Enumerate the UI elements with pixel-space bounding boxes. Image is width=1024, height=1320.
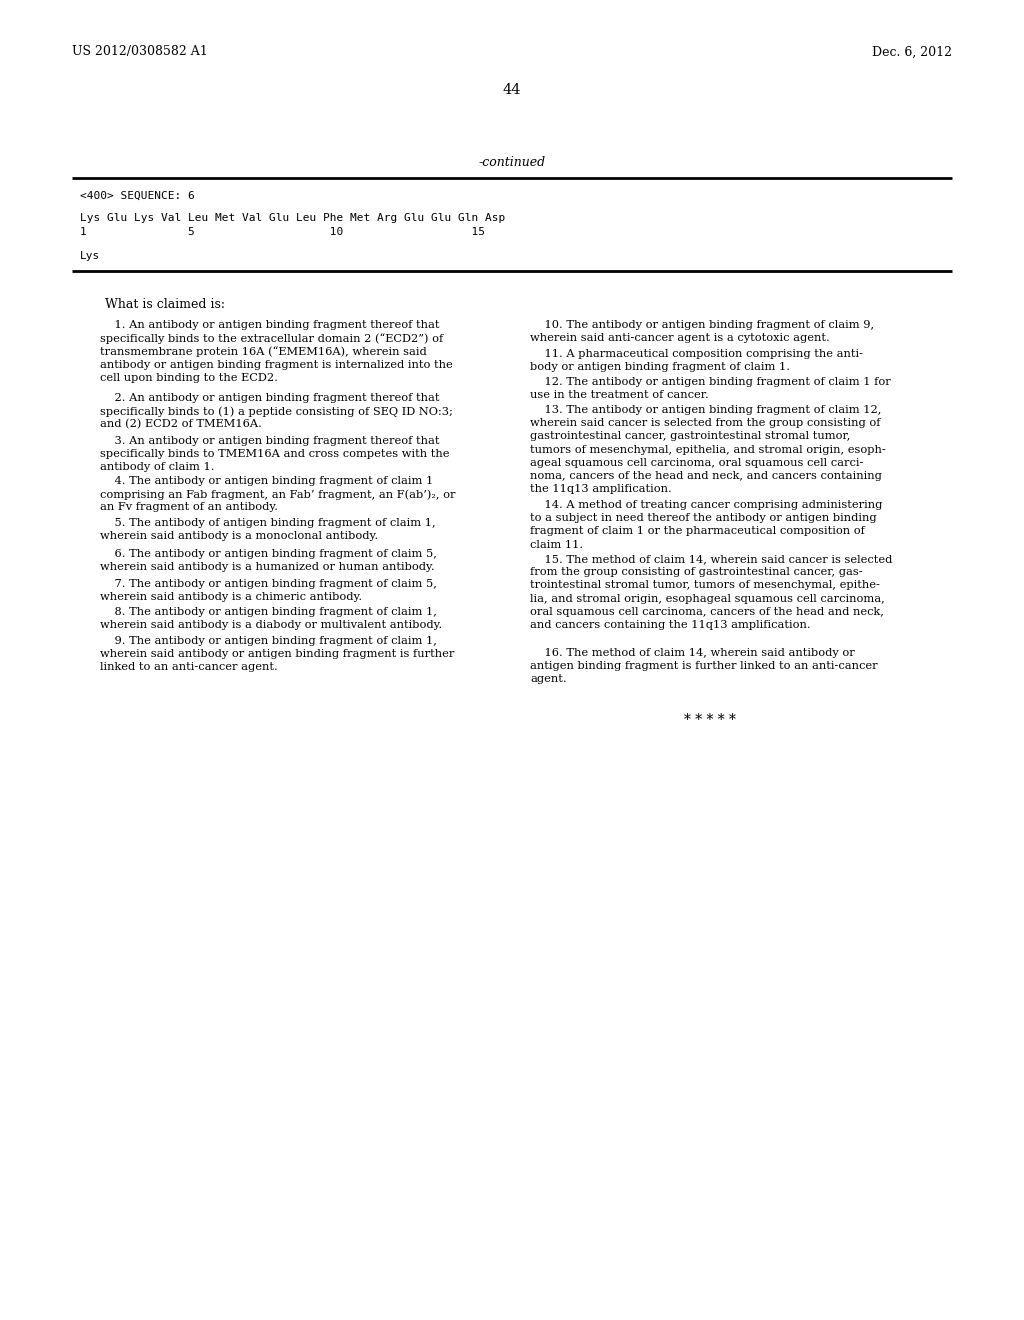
Text: 7. The antibody or antigen binding fragment of claim 5,: 7. The antibody or antigen binding fragm… <box>100 579 437 589</box>
Text: -continued: -continued <box>478 157 546 169</box>
Text: 16. The method of claim 14, wherein said antibody or: 16. The method of claim 14, wherein said… <box>530 648 855 657</box>
Text: wherein said antibody is a diabody or multivalent antibody.: wherein said antibody is a diabody or mu… <box>100 620 442 630</box>
Text: and (2) ECD2 of TMEM16A.: and (2) ECD2 of TMEM16A. <box>100 420 262 430</box>
Text: linked to an anti-cancer agent.: linked to an anti-cancer agent. <box>100 663 278 672</box>
Text: wherein said antibody or antigen binding fragment is further: wherein said antibody or antigen binding… <box>100 649 455 659</box>
Text: noma, cancers of the head and neck, and cancers containing: noma, cancers of the head and neck, and … <box>530 471 882 480</box>
Text: the 11q13 amplification.: the 11q13 amplification. <box>530 484 672 494</box>
Text: wherein said cancer is selected from the group consisting of: wherein said cancer is selected from the… <box>530 418 881 428</box>
Text: 15. The method of claim 14, wherein said cancer is selected: 15. The method of claim 14, wherein said… <box>530 554 892 564</box>
Text: 6. The antibody or antigen binding fragment of claim 5,: 6. The antibody or antigen binding fragm… <box>100 549 437 558</box>
Text: specifically binds to TMEM16A and cross competes with the: specifically binds to TMEM16A and cross … <box>100 449 450 459</box>
Text: agent.: agent. <box>530 675 566 684</box>
Text: 5. The antibody of antigen binding fragment of claim 1,: 5. The antibody of antigen binding fragm… <box>100 517 435 528</box>
Text: antibody or antigen binding fragment is internalized into the: antibody or antigen binding fragment is … <box>100 359 453 370</box>
Text: fragment of claim 1 or the pharmaceutical composition of: fragment of claim 1 or the pharmaceutica… <box>530 527 865 536</box>
Text: oral squamous cell carcinoma, cancers of the head and neck,: oral squamous cell carcinoma, cancers of… <box>530 607 884 616</box>
Text: Dec. 6, 2012: Dec. 6, 2012 <box>872 45 952 58</box>
Text: What is claimed is:: What is claimed is: <box>105 298 225 312</box>
Text: 11. A pharmaceutical composition comprising the anti-: 11. A pharmaceutical composition compris… <box>530 348 863 359</box>
Text: 1               5                    10                   15: 1 5 10 15 <box>80 227 485 238</box>
Text: * * * * *: * * * * * <box>684 713 736 727</box>
Text: 1. An antibody or antigen binding fragment thereof that: 1. An antibody or antigen binding fragme… <box>100 319 439 330</box>
Text: wherein said anti-cancer agent is a cytotoxic agent.: wherein said anti-cancer agent is a cyto… <box>530 333 829 343</box>
Text: Lys Glu Lys Val Leu Met Val Glu Leu Phe Met Arg Glu Glu Gln Asp: Lys Glu Lys Val Leu Met Val Glu Leu Phe … <box>80 213 505 223</box>
Text: 10. The antibody or antigen binding fragment of claim 9,: 10. The antibody or antigen binding frag… <box>530 319 874 330</box>
Text: <400> SEQUENCE: 6: <400> SEQUENCE: 6 <box>80 191 195 201</box>
Text: antibody of claim 1.: antibody of claim 1. <box>100 462 214 473</box>
Text: US 2012/0308582 A1: US 2012/0308582 A1 <box>72 45 208 58</box>
Text: antigen binding fragment is further linked to an anti-cancer: antigen binding fragment is further link… <box>530 661 878 671</box>
Text: 14. A method of treating cancer comprising administering: 14. A method of treating cancer comprisi… <box>530 500 883 510</box>
Text: from the group consisting of gastrointestinal cancer, gas-: from the group consisting of gastrointes… <box>530 568 862 577</box>
Text: 3. An antibody or antigen binding fragment thereof that: 3. An antibody or antigen binding fragme… <box>100 436 439 446</box>
Text: 8. The antibody or antigen binding fragment of claim 1,: 8. The antibody or antigen binding fragm… <box>100 607 437 616</box>
Text: wherein said antibody is a chimeric antibody.: wherein said antibody is a chimeric anti… <box>100 593 362 602</box>
Text: 13. The antibody or antigen binding fragment of claim 12,: 13. The antibody or antigen binding frag… <box>530 405 882 414</box>
Text: use in the treatment of cancer.: use in the treatment of cancer. <box>530 391 709 400</box>
Text: and cancers containing the 11q13 amplification.: and cancers containing the 11q13 amplifi… <box>530 620 811 630</box>
Text: specifically binds to the extracellular domain 2 (“ECD2”) of: specifically binds to the extracellular … <box>100 333 443 345</box>
Text: 44: 44 <box>503 83 521 96</box>
Text: 4. The antibody or antigen binding fragment of claim 1: 4. The antibody or antigen binding fragm… <box>100 477 433 486</box>
Text: 9. The antibody or antigen binding fragment of claim 1,: 9. The antibody or antigen binding fragm… <box>100 636 437 645</box>
Text: specifically binds to (1) a peptide consisting of SEQ ID NO:3;: specifically binds to (1) a peptide cons… <box>100 407 453 417</box>
Text: comprising an Fab fragment, an Fab’ fragment, an F(ab’)₂, or: comprising an Fab fragment, an Fab’ frag… <box>100 490 456 500</box>
Text: tumors of mesenchymal, epithelia, and stromal origin, esoph-: tumors of mesenchymal, epithelia, and st… <box>530 445 886 454</box>
Text: wherein said antibody is a humanized or human antibody.: wherein said antibody is a humanized or … <box>100 562 434 572</box>
Text: 2. An antibody or antigen binding fragment thereof that: 2. An antibody or antigen binding fragme… <box>100 393 439 403</box>
Text: wherein said antibody is a monoclonal antibody.: wherein said antibody is a monoclonal an… <box>100 531 378 541</box>
Text: cell upon binding to the ECD2.: cell upon binding to the ECD2. <box>100 372 278 383</box>
Text: transmembrane protein 16A (“EMEM16A), wherein said: transmembrane protein 16A (“EMEM16A), wh… <box>100 346 427 358</box>
Text: gastrointestinal cancer, gastrointestinal stromal tumor,: gastrointestinal cancer, gastrointestina… <box>530 432 850 441</box>
Text: ageal squamous cell carcinoma, oral squamous cell carci-: ageal squamous cell carcinoma, oral squa… <box>530 458 863 467</box>
Text: trointestinal stromal tumor, tumors of mesenchymal, epithe-: trointestinal stromal tumor, tumors of m… <box>530 581 880 590</box>
Text: Lys: Lys <box>80 251 100 261</box>
Text: body or antigen binding fragment of claim 1.: body or antigen binding fragment of clai… <box>530 362 790 372</box>
Text: claim 11.: claim 11. <box>530 540 583 549</box>
Text: to a subject in need thereof the antibody or antigen binding: to a subject in need thereof the antibod… <box>530 513 877 523</box>
Text: lia, and stromal origin, esophageal squamous cell carcinoma,: lia, and stromal origin, esophageal squa… <box>530 594 885 603</box>
Text: 12. The antibody or antigen binding fragment of claim 1 for: 12. The antibody or antigen binding frag… <box>530 378 891 387</box>
Text: an Fv fragment of an antibody.: an Fv fragment of an antibody. <box>100 503 278 512</box>
